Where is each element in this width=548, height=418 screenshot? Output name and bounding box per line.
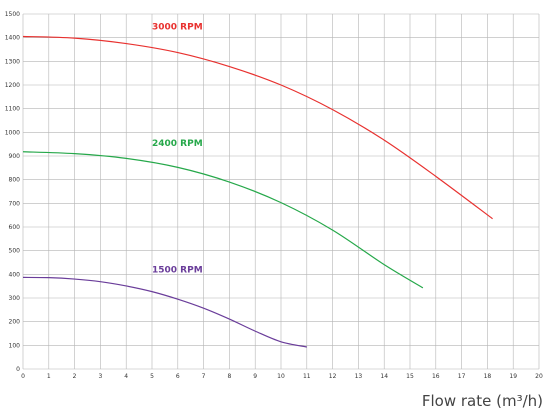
- tick-labels: 0 1 2 3 4 5 6 7 8 9 10 11 12 13 14 15 16 17 18 19 2001002003…: [5, 11, 543, 380]
- y-tick-label: 800: [9, 177, 21, 184]
- x-tick-label: 12: [329, 373, 337, 380]
- y-tick-label: 0: [16, 366, 20, 373]
- x-tick-label: 19: [509, 373, 517, 380]
- x-tick-label: 13: [355, 373, 363, 380]
- x-tick-label: 18: [484, 373, 492, 380]
- series-line-1500-rpm: [22, 276, 307, 348]
- x-tick-label: 14: [380, 373, 388, 380]
- series-line-3000-rpm: [22, 35, 493, 220]
- y-tick-label: 500: [9, 248, 21, 255]
- x-tick-label: 9: [253, 373, 257, 380]
- y-tick-label: 1400: [5, 35, 20, 42]
- x-tick-label: 8: [227, 373, 231, 380]
- x-axis-label: Flow rate (m³/h): [422, 392, 543, 410]
- y-tick-label: 700: [9, 200, 21, 207]
- y-tick-label: 300: [9, 295, 21, 302]
- y-tick-label: 1100: [5, 106, 20, 113]
- grid-lines: [22, 13, 540, 370]
- x-tick-label: 17: [458, 373, 466, 380]
- x-tick-label: 0: [21, 373, 25, 380]
- x-tick-label: 3: [98, 373, 102, 380]
- y-tick-label: 400: [9, 271, 21, 278]
- y-tick-label: 1300: [5, 58, 20, 65]
- series-labels: 3000 RPM 2400 RPM 1500 RPM: [152, 22, 203, 275]
- y-tick-label: 900: [9, 153, 21, 160]
- series-lines: [22, 35, 493, 348]
- x-tick-label: 6: [176, 373, 180, 380]
- x-tick-label: 1: [47, 373, 51, 380]
- y-tick-label: 600: [9, 224, 21, 231]
- y-tick-label: 200: [9, 319, 21, 326]
- y-tick-label: 1200: [5, 82, 20, 89]
- x-tick-label: 7: [202, 373, 206, 380]
- series-line-2400-rpm: [22, 151, 424, 289]
- y-tick-label: 1500: [5, 11, 20, 18]
- series-label-1500-rpm: 1500 RPM: [152, 265, 203, 275]
- x-tick-label: 5: [150, 373, 154, 380]
- x-tick-label: 2: [73, 373, 77, 380]
- x-tick-label: 4: [124, 373, 128, 380]
- series-label-2400-rpm: 2400 RPM: [152, 139, 203, 149]
- x-tick-label: 16: [432, 373, 440, 380]
- x-tick-label: 20: [535, 373, 543, 380]
- x-tick-label: 10: [277, 373, 285, 380]
- x-tick-label: 11: [303, 373, 311, 380]
- y-tick-label: 100: [9, 342, 21, 349]
- y-tick-label: 1000: [5, 129, 20, 136]
- x-tick-label: 15: [406, 373, 414, 380]
- series-label-3000-rpm: 3000 RPM: [152, 22, 203, 32]
